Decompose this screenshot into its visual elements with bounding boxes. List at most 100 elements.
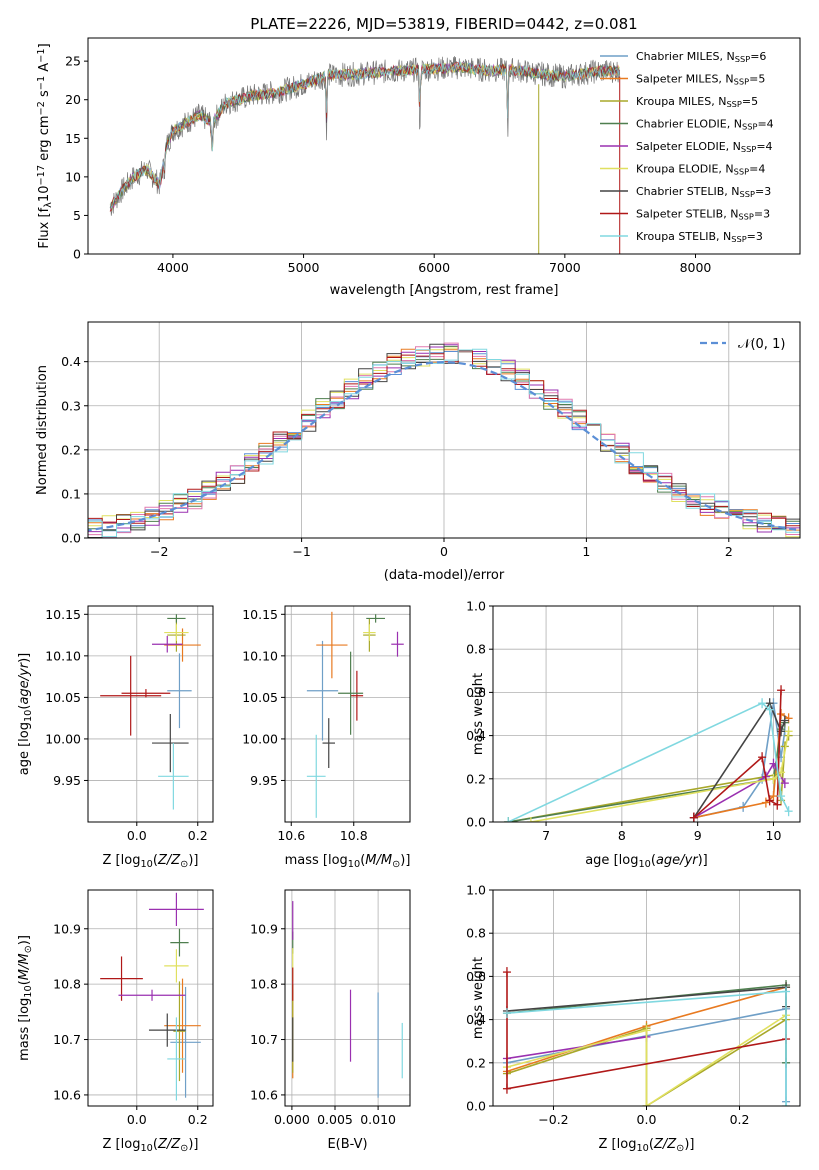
y-tick-label: 9.95	[53, 773, 81, 788]
x-tick-label: 0.2	[730, 1112, 750, 1127]
x-tick-label: 10.8	[340, 828, 368, 843]
x-tick-label: 10.6	[277, 828, 305, 843]
spectrum-model-line	[109, 61, 620, 212]
x-tick-label: 0.000	[274, 1112, 310, 1127]
y-tick-label: 0.0	[466, 815, 486, 830]
y-axis-label: mass weight	[471, 957, 486, 1039]
y-tick-label: 0.2	[466, 771, 486, 786]
x-axis-label: E(B-V)	[327, 1137, 367, 1152]
spectrum-model-line	[109, 62, 620, 212]
grid	[88, 606, 213, 822]
histogram-series	[88, 348, 800, 538]
y-tick-label: 10.05	[45, 690, 81, 705]
y-tick-label: 10.7	[250, 1032, 278, 1047]
panel-mass_vs_EBV: 0.000 0.005 0.010 10.6 10.7 10.8 10.9 E(B-V)	[250, 889, 411, 1152]
legend-label: Chabrier STELIB, NSSP=3	[636, 185, 771, 199]
spectrum-model-line	[109, 60, 620, 210]
panel-age_vs_mass: 10.6 10.8 9.95 10.00 10.05 10.10 10.15 mass [lo…	[242, 605, 411, 870]
legend-label: Salpeter MILES, NSSP=5	[636, 73, 765, 87]
y-tick-label: 0.0	[466, 1099, 486, 1114]
plot-area	[109, 56, 621, 254]
x-tick-label: 0.005	[317, 1112, 353, 1127]
x-tick-label: 0.0	[127, 828, 147, 843]
axes-frame	[87, 605, 214, 823]
legend-label: Chabrier MILES, NSSP=6	[636, 50, 766, 64]
y-tick-label: 25	[65, 54, 81, 69]
mass-weight-line	[506, 1036, 647, 1060]
x-axis-label: Z [log10(Z/Z⊙)]	[103, 1137, 199, 1154]
legend-label: Kroupa STELIB, NSSP=3	[636, 230, 763, 244]
panel-massweight_vs_Z: −0.2 0.0 0.2 0.0 0.2 0.4 0.6 0.8 1.0 Z [log10(Z/Z…	[466, 883, 801, 1154]
x-tick-label: 0.2	[188, 1112, 208, 1127]
y-tick-label: 10	[65, 169, 81, 184]
axes-frame	[284, 889, 411, 1107]
plot-area	[504, 685, 793, 822]
x-axis-label: age [log10(age/yr)]	[585, 853, 708, 870]
spectrum-model-line	[109, 61, 620, 212]
x-axis-label: mass [log10(M/M⊙)]	[285, 853, 411, 870]
legend-label: Salpeter ELODIE, NSSP=4	[636, 140, 773, 154]
axes-frame	[87, 321, 801, 539]
x-tick-label: 0.0	[637, 1112, 657, 1127]
x-tick-label: −1	[292, 544, 310, 559]
panel-mass_vs_Z: 0.0 0.2 10.6 10.7 10.8 10.9 Z [log10(Z/Z⊙)] mas…	[17, 889, 214, 1154]
plot-area	[100, 614, 201, 810]
y-tick-label: 10.00	[45, 731, 81, 746]
x-tick-label: 2	[725, 544, 733, 559]
spectrum-model-line	[109, 62, 620, 212]
grid	[285, 606, 410, 822]
legend-label: 𝒩(0, 1)	[738, 337, 785, 352]
x-tick-label: 10	[766, 828, 782, 843]
y-axis-label: mass weight	[471, 673, 486, 755]
mass-weight-line	[507, 702, 790, 822]
y-tick-label: 10.15	[45, 607, 81, 622]
y-tick-label: 0.8	[466, 926, 486, 941]
grid	[285, 890, 410, 1106]
legend-label: Salpeter STELIB, NSSP=3	[636, 208, 770, 222]
y-tick-label: 10.9	[250, 921, 278, 936]
y-tick-label: 20	[65, 92, 81, 107]
y-axis-label: age [log10(age/yr)]	[17, 653, 34, 776]
plot-area	[88, 342, 800, 538]
y-tick-label: 10.9	[53, 921, 81, 936]
normal-reference-curve	[88, 360, 800, 532]
y-tick-label: 10.8	[250, 977, 278, 992]
y-tick-label: 10.6	[53, 1087, 81, 1102]
plot-area	[100, 892, 204, 1101]
x-tick-label: 6000	[418, 260, 450, 275]
x-axis-label: (data-model)/error	[384, 568, 505, 583]
y-axis-label: mass [log10(M/M⊙)]	[17, 935, 34, 1061]
mass-weight-line	[506, 1014, 787, 1106]
x-tick-label: 1	[582, 544, 590, 559]
grid	[88, 890, 213, 1106]
y-axis-label: Normed distribution	[35, 365, 50, 495]
x-tick-label: 4000	[157, 260, 189, 275]
panel-residuals: −2 −1 0 1 2 0.0 0.1 0.2 0.3 0.4 𝒩(0, 1) (data-model…	[35, 321, 801, 583]
x-axis-label: wavelength [Angstrom, rest frame]	[330, 283, 559, 298]
x-tick-label: 8000	[680, 260, 712, 275]
y-tick-label: 0.4	[466, 728, 486, 743]
y-tick-label: 1.0	[466, 883, 486, 898]
panel-spectrum: 4000 5000 6000 7000 8000 0 5 10 15 20 25 Chabrier M…	[36, 37, 801, 298]
y-tick-label: 0.1	[61, 486, 81, 501]
y-tick-label: 10.8	[53, 977, 81, 992]
axes-frame	[87, 889, 214, 1107]
x-tick-label: 0.0	[127, 1112, 147, 1127]
axes-frame	[492, 605, 801, 823]
y-tick-label: 10.15	[242, 607, 278, 622]
y-tick-label: 10.00	[242, 731, 278, 746]
plot-area	[292, 901, 403, 1098]
axes-frame	[284, 605, 411, 823]
axes-frame	[492, 889, 801, 1107]
y-tick-label: 5	[73, 208, 81, 223]
figure-title: PLATE=2226, MJD=53819, FIBERID=0442, z=0…	[250, 15, 637, 33]
spectrum-data-line	[109, 56, 621, 216]
y-tick-label: 10.6	[250, 1087, 278, 1102]
y-tick-label: 1.0	[466, 599, 486, 614]
panel-age_vs_Z: 0.0 0.2 9.95 10.00 10.05 10.10 10.15 Z [log10(Z…	[17, 605, 214, 870]
x-tick-label: 0.010	[360, 1112, 396, 1127]
mass-weight-line	[530, 731, 790, 822]
y-tick-label: 0.8	[466, 642, 486, 657]
spectrum-model-line	[109, 60, 620, 209]
spectrum-model-line	[109, 61, 620, 208]
